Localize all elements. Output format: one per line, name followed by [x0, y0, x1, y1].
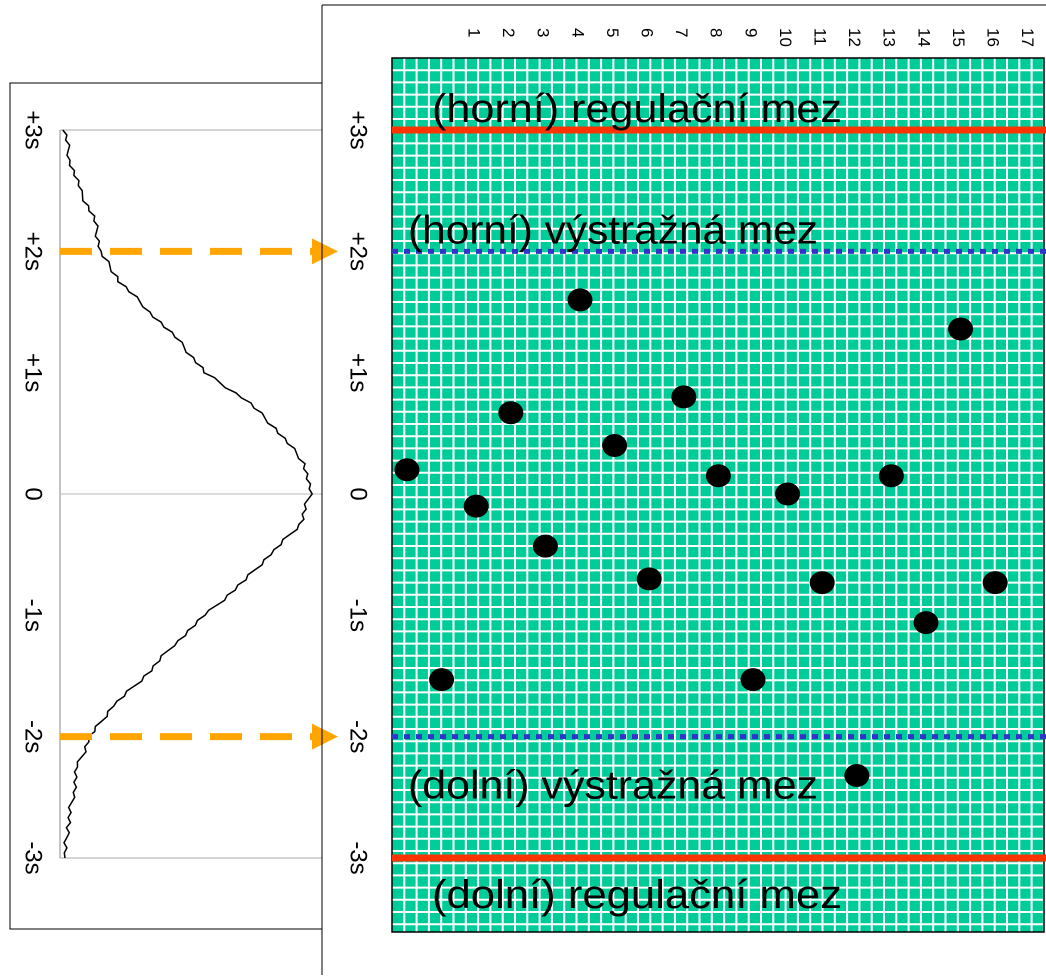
control-y-tick-label: +1s	[345, 353, 372, 392]
distribution-tick-label: +1s	[20, 353, 47, 392]
control-x-tick-label: 14	[914, 28, 933, 47]
control-x-tick-label: 10	[776, 28, 795, 47]
control-x-tick-label: 16	[984, 28, 1003, 47]
data-point	[982, 571, 1008, 595]
control-x-tick-label: 3	[534, 28, 553, 37]
control-y-tick-labels: +3s +2s +1s 0 -1s -2s -3s	[345, 110, 372, 874]
distribution-tick-label: +2s	[20, 232, 47, 271]
control-x-tick-label: 6	[638, 28, 657, 37]
control-x-tick-label: 8	[707, 28, 726, 37]
data-point	[567, 288, 593, 312]
distribution-tick-label: 0	[20, 487, 47, 500]
data-point	[498, 401, 524, 425]
distribution-tick-label: -2s	[20, 720, 47, 753]
control-x-tick-label: 12	[845, 28, 864, 47]
control-x-tick-label: 11	[811, 28, 830, 46]
limit-arrows	[60, 238, 338, 750]
control-x-tick-label: 7	[672, 28, 691, 37]
data-point	[878, 464, 904, 488]
data-point	[948, 317, 974, 341]
limit-labels: (horní) regulační mez (horní) výstražná m…	[408, 87, 842, 917]
distribution-tick-label: -3s	[20, 841, 47, 874]
control-grid-frame	[391, 57, 1045, 933]
control-x-tick-label: 15	[949, 28, 968, 47]
limit-label-lower-warning: (dolní) výstražná mez	[408, 764, 818, 808]
distribution-panel-frame	[9, 82, 323, 930]
data-point	[775, 482, 801, 506]
data-point	[740, 668, 766, 692]
data-point	[705, 464, 731, 488]
control-x-tick-label: 9	[741, 28, 760, 37]
control-x-tick-label: 17	[1018, 28, 1037, 47]
control-x-tick-label: 13	[880, 28, 899, 47]
limit-label-upper-control: (horní) regulační mez	[432, 87, 842, 131]
control-y-tick-label: 0	[345, 487, 372, 500]
distribution-tick-labels: +3s +2s +1s 0 -1s -2s -3s	[20, 110, 47, 874]
limit-label-upper-warning: (horní) výstražná mez	[408, 208, 818, 252]
data-point	[809, 571, 835, 595]
control-y-tick-label: +3s	[345, 110, 372, 149]
control-y-tick-label: -3s	[345, 841, 372, 874]
data-point	[532, 534, 558, 558]
control-x-tick-labels: 123456789101112131415161718	[465, 28, 1038, 47]
data-point	[602, 433, 628, 457]
limit-arrow-head	[312, 238, 338, 265]
limit-label-lower-control: (dolní) regulační mez	[432, 873, 842, 917]
data-point	[463, 494, 489, 518]
distribution-tick-label: -1s	[20, 599, 47, 632]
data-points	[394, 288, 1008, 787]
control-y-tick-label: -2s	[345, 720, 372, 753]
control-x-tick-label: 2	[499, 28, 518, 37]
data-point	[913, 611, 939, 635]
distribution-panel: +3s +2s +1s 0 -1s -2s -3s	[9, 82, 338, 930]
control-x-tick-label: 5	[603, 28, 622, 37]
control-chart-panel: +3s+2s+1s0-1s-2s-3s 1 2 3 4 5 6 7 8 9 10 11 12 13 14 1…	[321, 4, 1046, 975]
data-point	[844, 763, 870, 787]
control-x-tick-label: 4	[568, 28, 587, 37]
data-point	[636, 567, 662, 591]
limit-lines	[392, 126, 1046, 862]
data-point	[671, 385, 697, 409]
data-point	[429, 668, 455, 692]
control-grid-lines	[392, 58, 1044, 932]
control-x-tick-label: 1	[465, 28, 484, 37]
limit-arrow-head	[312, 723, 338, 750]
data-point	[394, 458, 420, 482]
control-y-tick-label: +2s	[345, 232, 372, 271]
control-y-tick-label: -1s	[345, 599, 372, 632]
distribution-tick-label: +3s	[20, 110, 47, 149]
